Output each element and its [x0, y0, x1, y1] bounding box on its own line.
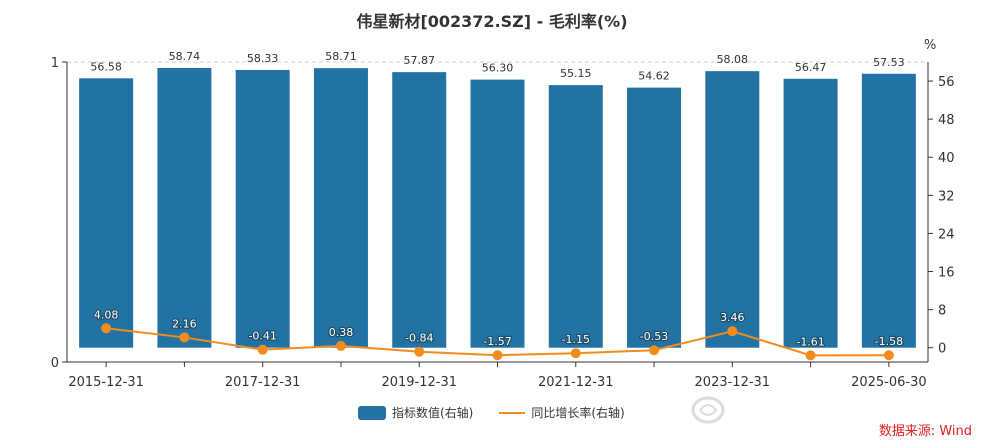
bar[interactable]	[392, 72, 447, 348]
legend-bar-swatch	[358, 405, 386, 420]
bar[interactable]	[548, 85, 603, 348]
growth-value-label: -0.41	[248, 330, 276, 343]
bar-value-label: 56.30	[482, 62, 514, 75]
growth-value-label: 3.46	[720, 311, 745, 324]
bar[interactable]	[157, 68, 212, 348]
bar[interactable]	[705, 71, 760, 348]
growth-point[interactable]	[414, 346, 425, 357]
data-source: 数据来源: Wind	[878, 424, 972, 439]
bar-value-label: 55.15	[560, 67, 592, 80]
axes: 0 1 0 8 16 24 32 40 48 56% 2015-12-31 2017-12-31 201…	[51, 38, 955, 390]
left-axis-tick-label: 1	[51, 56, 59, 71]
x-axis-tick-label: 2021-12-31	[538, 375, 614, 390]
x-axis-tick-label: 2025-06-30	[851, 375, 927, 390]
growth-value-label: -1.15	[562, 333, 590, 346]
growth-point[interactable]	[727, 326, 738, 337]
legend-item-line[interactable]: 同比增长率(右轴)	[499, 404, 625, 421]
growth-point[interactable]	[335, 340, 346, 351]
bar[interactable]	[313, 68, 368, 348]
growth-value-label: -1.57	[483, 335, 511, 348]
growth-value-label: -1.61	[796, 335, 824, 348]
watermark	[690, 394, 726, 425]
bar[interactable]	[861, 73, 916, 348]
growth-point[interactable]	[883, 350, 894, 361]
x-axis-tick-label: 2019-12-31	[381, 375, 457, 390]
left-axis-tick-label: 0	[51, 356, 59, 371]
right-axis-tick-label: 32	[938, 189, 955, 204]
bar-labels: 56.58 58.74 58.33 58.71 57.87 56.30 55.15 54.62…	[90, 50, 904, 83]
x-axis-tick-label: 2023-12-31	[695, 375, 771, 390]
growth-point[interactable]	[570, 348, 581, 359]
bar[interactable]	[235, 69, 290, 348]
bar-value-label: 58.71	[325, 50, 357, 63]
growth-value-label: 4.08	[94, 308, 119, 321]
legend: 指标数值(右轴) 同比增长率(右轴)	[358, 404, 651, 421]
bar-value-label: 56.47	[795, 61, 827, 74]
right-axis-tick-label: 56	[938, 75, 955, 90]
x-axis-tick-label: 2015-12-31	[68, 375, 144, 390]
growth-point[interactable]	[492, 350, 503, 361]
growth-value-label: -0.53	[640, 330, 668, 343]
legend-line-label: 同比增长率(右轴)	[531, 406, 625, 420]
legend-line-swatch	[499, 411, 526, 414]
bar-value-label: 58.74	[169, 50, 201, 63]
legend-bar-label: 指标数值(右轴)	[392, 406, 474, 420]
bar[interactable]	[79, 78, 134, 348]
growth-value-label: -1.58	[875, 335, 903, 348]
x-axis-tick-label: 2017-12-31	[225, 375, 301, 390]
growth-value-label: 0.38	[329, 326, 354, 339]
right-axis-tick-label: 48	[938, 113, 955, 128]
line-series: 4.08 2.16 -0.41 0.38 -0.84 -1.57 -1.15 -0.53 3.4…	[93, 307, 904, 361]
legend-item-bar[interactable]: 指标数值(右轴)	[358, 404, 473, 421]
bar-value-label: 57.87	[403, 54, 435, 67]
bar-value-label: 58.33	[247, 52, 279, 65]
growth-point[interactable]	[101, 323, 112, 334]
bar-series	[79, 68, 916, 348]
right-axis-tick-label: 40	[938, 151, 955, 166]
growth-point[interactable]	[649, 345, 660, 356]
bar-value-label: 57.53	[873, 56, 905, 69]
right-axis-tick-label: 16	[938, 266, 955, 281]
growth-value-label: -0.84	[405, 332, 433, 345]
bar-value-label: 58.08	[717, 53, 749, 66]
bar-value-label: 56.58	[90, 60, 122, 73]
growth-point[interactable]	[805, 350, 816, 361]
snowball-logo-icon	[691, 396, 725, 423]
bar[interactable]	[627, 87, 682, 348]
chart-title: 伟星新材[002372.SZ] - 毛利率(%)	[356, 12, 628, 31]
right-axis-tick-label: 0	[938, 342, 946, 357]
growth-point[interactable]	[179, 332, 190, 343]
right-axis-tick-label: 24	[938, 227, 955, 242]
right-axis-unit: %	[924, 38, 936, 53]
bar[interactable]	[783, 78, 838, 348]
bar-value-label: 54.62	[638, 70, 670, 83]
growth-value-label: 2.16	[172, 317, 197, 330]
bar[interactable]	[470, 79, 525, 348]
right-axis-tick-label: 8	[938, 304, 946, 319]
growth-point[interactable]	[257, 344, 268, 355]
